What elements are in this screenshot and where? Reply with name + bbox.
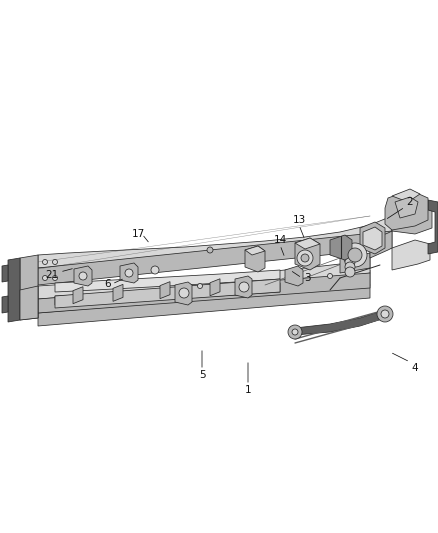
Polygon shape (285, 266, 303, 286)
Polygon shape (2, 265, 8, 282)
Text: 21: 21 (46, 270, 59, 280)
Polygon shape (363, 227, 382, 250)
Polygon shape (38, 216, 392, 268)
Circle shape (345, 262, 355, 272)
Polygon shape (38, 270, 370, 313)
Polygon shape (295, 238, 320, 249)
Circle shape (53, 260, 57, 264)
Circle shape (348, 248, 362, 262)
Text: 5: 5 (199, 370, 205, 380)
Text: 3: 3 (304, 273, 310, 283)
Polygon shape (245, 246, 265, 255)
Circle shape (125, 269, 133, 277)
Circle shape (198, 284, 202, 288)
Circle shape (207, 247, 213, 253)
Circle shape (297, 250, 313, 266)
Circle shape (53, 276, 57, 280)
Circle shape (151, 266, 159, 274)
Polygon shape (55, 270, 280, 292)
Text: 6: 6 (105, 279, 111, 289)
Circle shape (343, 243, 367, 267)
Text: 14: 14 (273, 235, 286, 245)
Text: 2: 2 (407, 197, 413, 207)
Polygon shape (38, 285, 370, 326)
Circle shape (345, 257, 355, 267)
Circle shape (377, 306, 393, 322)
Polygon shape (8, 258, 20, 322)
Polygon shape (113, 285, 123, 301)
Polygon shape (392, 189, 420, 202)
Polygon shape (55, 283, 280, 305)
Text: 13: 13 (293, 215, 306, 225)
Text: 1: 1 (245, 385, 251, 395)
Polygon shape (392, 240, 430, 270)
Polygon shape (120, 263, 138, 283)
Polygon shape (20, 286, 38, 320)
Circle shape (301, 254, 309, 262)
Circle shape (328, 273, 332, 279)
Polygon shape (38, 273, 370, 313)
Polygon shape (245, 246, 265, 272)
Polygon shape (395, 197, 418, 218)
Polygon shape (38, 258, 370, 299)
Polygon shape (392, 208, 432, 234)
Polygon shape (2, 296, 8, 313)
Circle shape (42, 260, 47, 264)
Circle shape (381, 310, 389, 318)
Circle shape (288, 325, 302, 339)
Polygon shape (295, 238, 320, 270)
Polygon shape (73, 287, 83, 304)
Polygon shape (330, 235, 352, 260)
Polygon shape (428, 200, 438, 254)
Circle shape (79, 272, 87, 280)
Circle shape (42, 276, 47, 280)
Polygon shape (160, 281, 170, 298)
Polygon shape (340, 253, 370, 273)
Circle shape (345, 267, 355, 277)
Circle shape (292, 329, 298, 335)
Polygon shape (235, 276, 252, 298)
Text: 4: 4 (412, 363, 418, 373)
Polygon shape (175, 282, 192, 305)
Text: 17: 17 (131, 229, 145, 239)
Polygon shape (38, 231, 392, 285)
Polygon shape (210, 279, 220, 296)
Polygon shape (20, 255, 38, 320)
Polygon shape (74, 266, 92, 286)
Polygon shape (360, 222, 385, 254)
Polygon shape (370, 231, 392, 258)
Polygon shape (385, 190, 428, 230)
Polygon shape (295, 310, 385, 335)
Circle shape (239, 282, 249, 292)
Polygon shape (55, 279, 280, 308)
Circle shape (179, 288, 189, 298)
